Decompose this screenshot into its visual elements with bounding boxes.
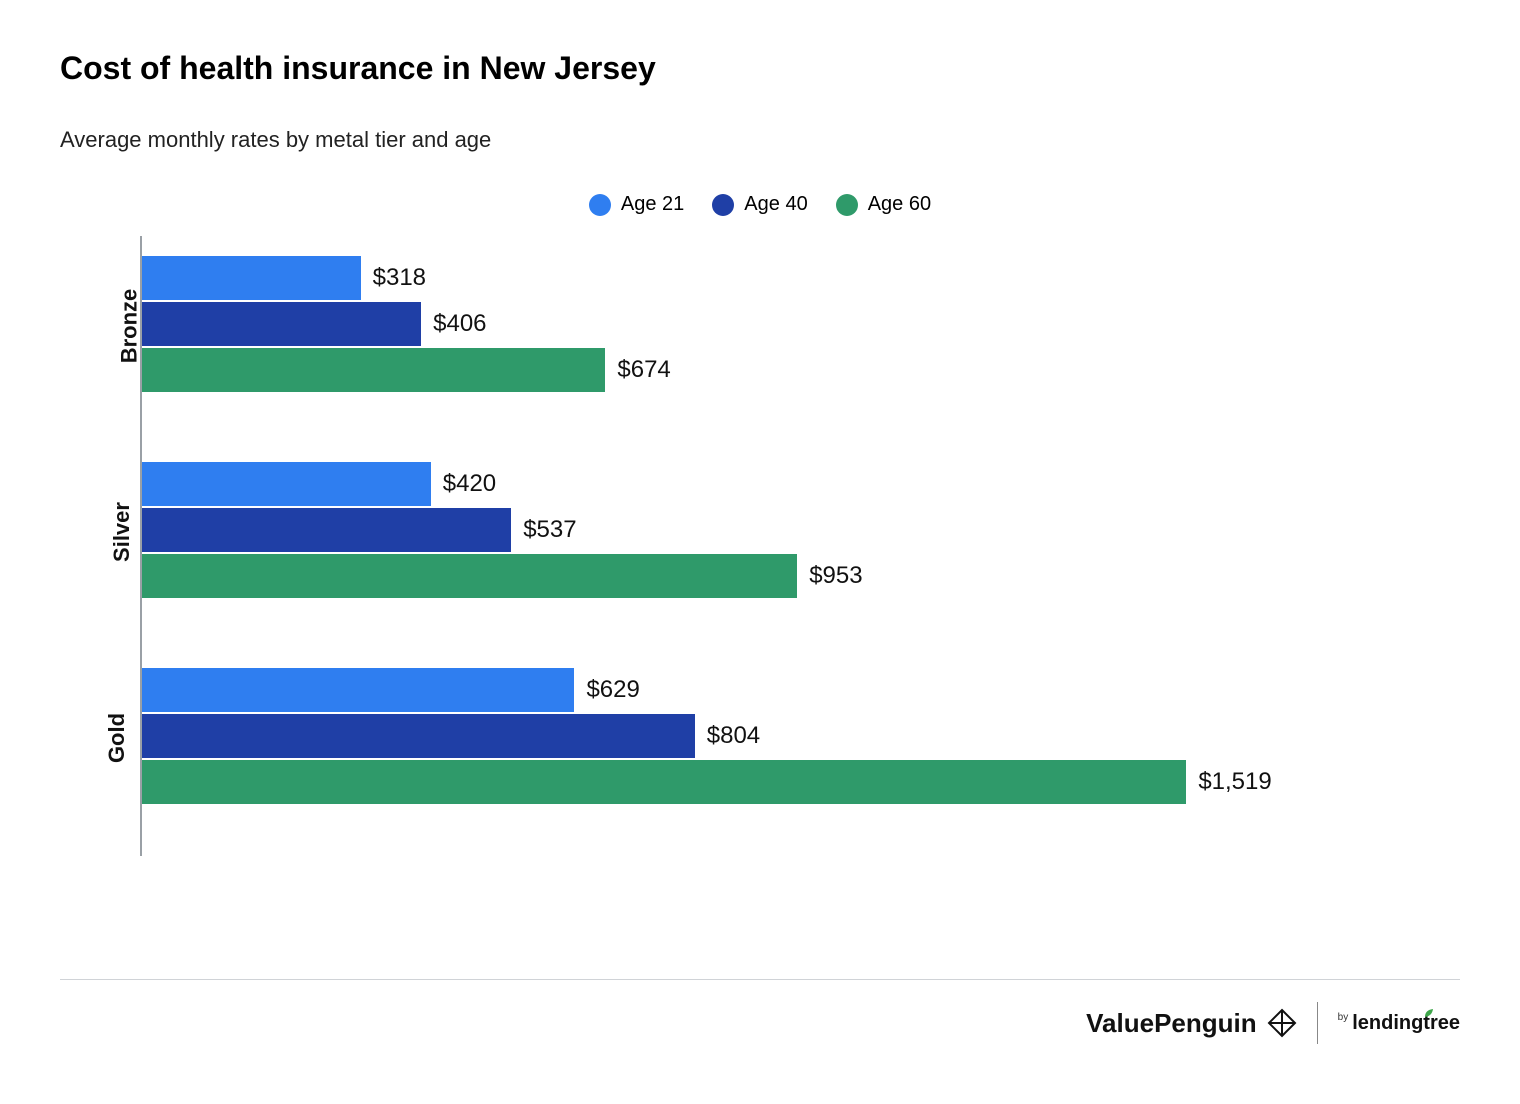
category-label: Silver — [109, 502, 135, 562]
bar-row: $953 — [142, 554, 1460, 598]
brand-divider — [1317, 1002, 1318, 1044]
legend-label: Age 60 — [868, 193, 931, 216]
category-group: Gold$629$804$1,519 — [142, 648, 1460, 824]
bar-value-label: $537 — [523, 516, 576, 544]
legend-swatch — [836, 194, 858, 216]
legend-item: Age 60 — [836, 193, 931, 216]
bar-value-label: $804 — [707, 722, 760, 750]
brand-lendingtree: by lendingtree — [1338, 1012, 1460, 1035]
leaf-icon — [1424, 1008, 1434, 1018]
bar-row: $420 — [142, 462, 1460, 506]
bar-row: $406 — [142, 302, 1460, 346]
bar-value-label: $953 — [809, 562, 862, 590]
legend-item: Age 40 — [712, 193, 807, 216]
bar-value-label: $629 — [586, 676, 639, 704]
bar — [142, 462, 431, 506]
legend: Age 21 Age 40 Age 60 — [60, 193, 1460, 216]
bar-row: $318 — [142, 256, 1460, 300]
legend-swatch — [589, 194, 611, 216]
bar-row: $804 — [142, 714, 1460, 758]
bar — [142, 760, 1186, 804]
brand-lendingtree-text: lendingtree — [1352, 1012, 1460, 1035]
legend-label: Age 40 — [744, 193, 807, 216]
brand-by-label: by — [1338, 1012, 1349, 1023]
chart-subtitle: Average monthly rates by metal tier and … — [60, 127, 1460, 153]
bar-value-label: $674 — [617, 356, 670, 384]
bar — [142, 256, 361, 300]
bar — [142, 302, 421, 346]
brand-lendingtree-word: lendingtree — [1352, 1012, 1460, 1034]
legend-item: Age 21 — [589, 193, 684, 216]
category-group: Bronze$318$406$674 — [142, 236, 1460, 412]
category-label: Gold — [104, 713, 130, 763]
penguin-diamond-icon — [1267, 1008, 1297, 1038]
bar-value-label: $420 — [443, 470, 496, 498]
bar-row: $629 — [142, 668, 1460, 712]
bar-value-label: $1,519 — [1198, 768, 1271, 796]
bar-value-label: $406 — [433, 310, 486, 338]
bar-row: $537 — [142, 508, 1460, 552]
legend-label: Age 21 — [621, 193, 684, 216]
bar-row: $1,519 — [142, 760, 1460, 804]
bar-value-label: $318 — [373, 264, 426, 292]
bar — [142, 508, 511, 552]
plot-area: Bronze$318$406$674Silver$420$537$953Gold… — [140, 236, 1460, 856]
bar — [142, 668, 574, 712]
footer: ValuePenguin by lendingtree — [60, 979, 1460, 1044]
legend-swatch — [712, 194, 734, 216]
bar — [142, 714, 695, 758]
brand-valuepenguin-text: ValuePenguin — [1086, 1008, 1257, 1039]
category-label: Bronze — [116, 289, 142, 364]
bar — [142, 348, 605, 392]
bar-row: $674 — [142, 348, 1460, 392]
category-group: Silver$420$537$953 — [142, 442, 1460, 618]
chart-title: Cost of health insurance in New Jersey — [60, 50, 1460, 87]
brand-valuepenguin: ValuePenguin — [1086, 1008, 1297, 1039]
bar — [142, 554, 797, 598]
